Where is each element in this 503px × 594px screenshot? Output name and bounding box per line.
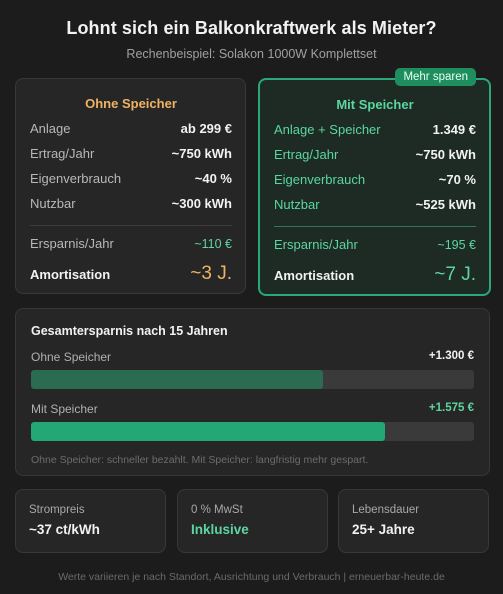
row-value: ~525 kWh: [415, 197, 476, 212]
row-ertrag: Ertrag/Jahr ~750 kWh: [274, 147, 476, 172]
row-label: Anlage: [30, 121, 71, 136]
row-label: Ertrag/Jahr: [30, 146, 95, 161]
footer-note: Werte variieren je nach Standort, Ausric…: [58, 571, 445, 583]
card-without-storage: Ohne Speicher Anlage ab 299 € Ertrag/Jah…: [15, 78, 246, 294]
divider: [30, 225, 232, 226]
row-ertrag: Ertrag/Jahr ~750 kWh: [30, 146, 232, 171]
row-value: ~70 %: [438, 172, 476, 187]
row-label: Eigenverbrauch: [274, 172, 366, 187]
amortisation-label: Amortisation: [30, 267, 111, 282]
amortisation-label: Amortisation: [274, 268, 355, 283]
stat-electricity-price: Strompreis ~37 ct/kWh: [15, 489, 166, 553]
savings-label: Ersparnis/Jahr: [274, 237, 358, 252]
total-savings-panel: Gesamtersparnis nach 15 Jahren Ohne Spei…: [15, 308, 490, 476]
bar-amount: +1.300 €: [428, 350, 474, 362]
row-savings: Ersparnis/Jahr ~195 €: [274, 237, 476, 262]
bar-label: Ohne Speicher: [31, 350, 112, 364]
stat-label: Lebensdauer: [352, 504, 420, 516]
row-eigenverbrauch: Eigenverbrauch ~40 %: [30, 171, 232, 196]
amortisation-value: ~7 J.: [434, 264, 476, 285]
recommended-badge: Mehr sparen: [395, 68, 476, 86]
row-nutzbar: Nutzbar ~525 kWh: [274, 197, 476, 222]
stat-lifespan: Lebensdauer 25+ Jahre: [338, 489, 489, 553]
stat-label: 0 % MwSt: [191, 504, 243, 516]
row-label: Nutzbar: [274, 197, 320, 212]
savings-label: Ersparnis/Jahr: [30, 236, 114, 251]
divider: [274, 226, 476, 227]
bar-header-without-storage: Ohne Speicher +1.300 €: [31, 350, 474, 364]
row-nutzbar: Nutzbar ~300 kWh: [30, 196, 232, 221]
page-title: Lohnt sich ein Balkonkraftwerk als Miete…: [66, 18, 437, 38]
amortisation-value: ~3 J.: [190, 263, 232, 284]
bar-header-with-storage: Mit Speicher +1.575 €: [31, 402, 474, 416]
stat-value: ~37 ct/kWh: [29, 522, 100, 537]
row-anlage: Anlage + Speicher 1.349 €: [274, 122, 476, 147]
row-value: ~750 kWh: [171, 146, 232, 161]
row-value: ~750 kWh: [415, 147, 476, 162]
row-savings: Ersparnis/Jahr ~110 €: [30, 236, 232, 261]
page-header: Lohnt sich ein Balkonkraftwerk als Miete…: [0, 0, 503, 61]
row-eigenverbrauch: Eigenverbrauch ~70 %: [274, 172, 476, 197]
stat-label: Strompreis: [29, 504, 85, 516]
comparison-note: Ohne Speicher: schneller bezahlt. Mit Sp…: [31, 454, 369, 466]
row-label: Eigenverbrauch: [30, 171, 122, 186]
card-title: Mit Speicher: [336, 97, 414, 112]
row-value: ~40 %: [194, 171, 232, 186]
bar-amount: +1.575 €: [428, 402, 474, 414]
row-value: ab 299 €: [180, 121, 232, 136]
row-label: Anlage + Speicher: [274, 122, 381, 137]
savings-value: ~110 €: [194, 237, 232, 251]
stat-vat: 0 % MwSt Inklusive: [177, 489, 328, 553]
savings-value: ~195 €: [437, 238, 476, 252]
progress-track: [31, 422, 474, 441]
row-anlage: Anlage ab 299 €: [30, 121, 232, 146]
row-amortisation: Amortisation ~3 J.: [30, 263, 232, 288]
card-with-storage: Mehr sparen Mit Speicher Anlage + Speich…: [258, 68, 491, 296]
row-amortisation: Amortisation ~7 J.: [274, 264, 476, 289]
stats-row: Strompreis ~37 ct/kWh 0 % MwSt Inklusive…: [15, 489, 490, 553]
row-value: 1.349 €: [432, 122, 476, 137]
row-label: Nutzbar: [30, 196, 76, 211]
comparison-cards: Ohne Speicher Anlage ab 299 € Ertrag/Jah…: [15, 68, 491, 296]
progress-fill-without-storage: [31, 370, 324, 389]
stat-value: Inklusive: [191, 522, 249, 537]
bar-label: Mit Speicher: [31, 402, 98, 416]
progress-track: [31, 370, 474, 389]
progress-fill-with-storage: [31, 422, 386, 441]
page-subtitle: Rechenbeispiel: Solakon 1000W Komplettse…: [126, 47, 377, 61]
card-title: Ohne Speicher: [85, 96, 177, 111]
row-label: Ertrag/Jahr: [274, 147, 339, 162]
stat-value: 25+ Jahre: [352, 522, 415, 537]
row-value: ~300 kWh: [171, 196, 232, 211]
total-savings-title: Gesamtersparnis nach 15 Jahren: [31, 324, 228, 338]
